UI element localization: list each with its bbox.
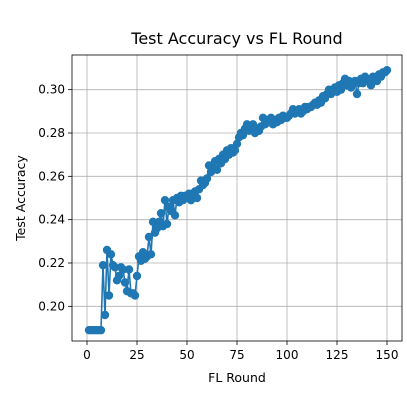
data-point: [382, 65, 392, 75]
data-point: [120, 278, 130, 287]
y-axis-label: Test Accuracy: [13, 155, 28, 242]
x-tick-label: 0: [83, 348, 91, 362]
data-point: [202, 174, 212, 183]
x-tick-label: 75: [229, 348, 244, 362]
data-point: [114, 271, 124, 281]
x-tick-label: 125: [326, 348, 349, 362]
data-point: [162, 219, 172, 229]
data-point: [130, 291, 140, 300]
x-tick-label: 25: [129, 348, 144, 362]
data-point: [212, 165, 222, 175]
x-axis-label: FL Round: [208, 370, 266, 385]
data-point: [104, 291, 114, 300]
data-point: [132, 271, 142, 281]
axis-ticks: 0 25 50 75 100 125 150 0.20 0.22 0.24 0.26 0.28 0.30: [38, 83, 398, 362]
data-point: [230, 146, 240, 155]
data-point: [336, 85, 346, 94]
data-point: [170, 211, 180, 220]
data-point: [352, 89, 362, 99]
data-point: [366, 81, 376, 90]
data-point: [146, 250, 156, 259]
data-points: [84, 65, 392, 335]
data-point: [98, 260, 108, 270]
y-tick-label: 0.26: [38, 169, 65, 183]
plot-frame: [71, 54, 403, 342]
data-point: [238, 130, 248, 140]
grid-lines: [72, 55, 402, 341]
y-tick-label: 0.22: [38, 256, 65, 270]
data-point: [144, 232, 154, 242]
data-point: [192, 193, 202, 203]
y-tick-label: 0.30: [38, 83, 65, 97]
data-point: [148, 217, 158, 227]
data-point: [106, 250, 116, 259]
data-point: [160, 195, 170, 205]
data-point: [110, 263, 120, 272]
data-point: [156, 208, 166, 218]
y-tick-label: 0.24: [38, 213, 65, 227]
y-tick-label: 0.20: [38, 299, 65, 313]
x-tick-label: 100: [276, 348, 299, 362]
x-tick-label: 50: [179, 348, 194, 362]
data-point: [96, 325, 106, 335]
y-tick-label: 0.28: [38, 126, 65, 140]
data-point: [232, 139, 242, 149]
data-point: [100, 310, 110, 320]
x-tick-label: 150: [376, 348, 399, 362]
data-point: [118, 265, 128, 274]
data-point: [124, 265, 134, 274]
chart-title: Test Accuracy vs FL Round: [130, 29, 342, 48]
